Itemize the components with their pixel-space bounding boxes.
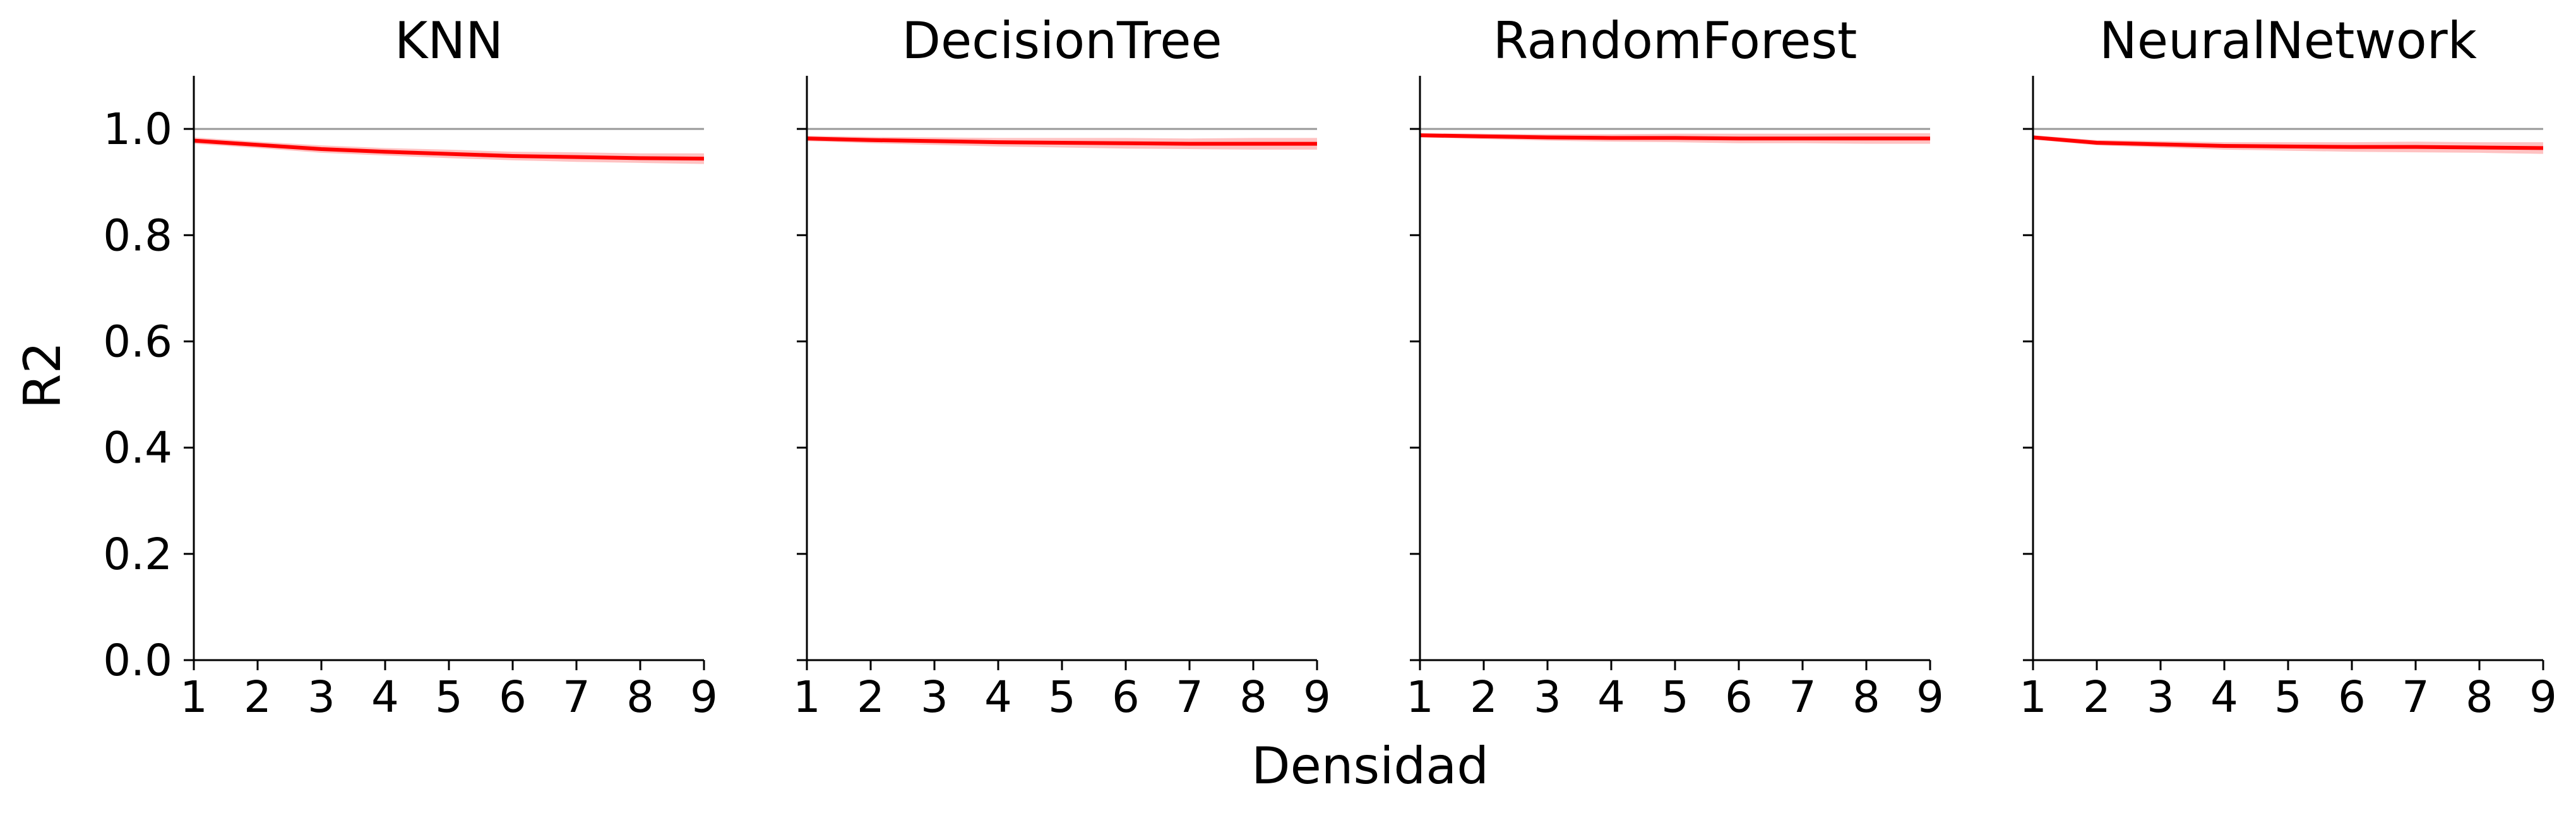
- x-tick-label: 4: [371, 672, 399, 723]
- x-tick-label: 6: [1112, 672, 1140, 723]
- y-tick-label: 0.8: [103, 210, 172, 261]
- x-tick-label: 9: [1916, 672, 1944, 723]
- x-tick-label: 8: [626, 672, 654, 723]
- x-tick-label: 6: [2338, 672, 2366, 723]
- x-tick-label: 8: [1852, 672, 1880, 723]
- series-line: [193, 138, 705, 161]
- x-tick-label: 9: [2529, 672, 2557, 723]
- panel-1: DecisionTree 1 2 3 4 5 6 7 8 9: [793, 11, 1331, 723]
- x-tick-label: 9: [690, 672, 718, 723]
- y-tick-label: 0.2: [103, 529, 172, 580]
- x-tick-label: 6: [499, 672, 527, 723]
- x-tick-label: 6: [1725, 672, 1753, 723]
- panel-title: KNN: [395, 11, 503, 70]
- x-tick-label: 5: [2274, 672, 2302, 723]
- x-tick-label: 5: [435, 672, 463, 723]
- panel-2: RandomForest 1 2 3 4 5 6 7 8 9: [1406, 11, 1944, 723]
- panel-title: RandomForest: [1493, 11, 1857, 70]
- x-tick-label: 4: [984, 672, 1012, 723]
- x-tick-label: 8: [1239, 672, 1267, 723]
- panel-0: KNN 0.0 0.2 0.4 0.6 0.8 1.0 1 2 3 4 5 6 7 8 9: [103, 11, 718, 723]
- series-line: [2032, 135, 2544, 150]
- confidence-band: [194, 137, 704, 164]
- panel-title: DecisionTree: [902, 11, 1222, 70]
- x-tick-label: 7: [2402, 672, 2430, 723]
- x-tick-label: 2: [244, 672, 271, 723]
- x-tick-label: 4: [2210, 672, 2238, 723]
- x-tick-label: 8: [2466, 672, 2493, 723]
- y-axis-label: R2: [13, 342, 72, 409]
- x-tick-label: 3: [921, 672, 948, 723]
- y-tick-label: 0.4: [103, 423, 172, 474]
- panel-title: NeuralNetwork: [2099, 11, 2478, 70]
- x-tick-label: 1: [793, 672, 821, 723]
- x-tick-label: 3: [1534, 672, 1561, 723]
- x-tick-label: 3: [2147, 672, 2174, 723]
- x-tick-label: 2: [2083, 672, 2111, 723]
- x-tick-label: 3: [307, 672, 335, 723]
- series-line: [1419, 133, 1930, 141]
- x-tick-label: 2: [1470, 672, 1498, 723]
- series-line: [806, 136, 1317, 146]
- x-tick-label: 5: [1048, 672, 1076, 723]
- y-tick-label: 0.6: [103, 316, 172, 367]
- x-tick-label: 1: [2019, 672, 2047, 723]
- x-tick-label: 1: [180, 672, 208, 723]
- x-tick-label: 7: [563, 672, 590, 723]
- x-tick-label: 9: [1303, 672, 1331, 723]
- x-tick-label: 7: [1176, 672, 1203, 723]
- x-axis-label: Densidad: [1251, 737, 1489, 795]
- x-tick-label: 4: [1597, 672, 1625, 723]
- y-tick-label: 1.0: [103, 104, 172, 155]
- x-tick-label: 1: [1406, 672, 1434, 723]
- x-tick-label: 7: [1789, 672, 1816, 723]
- y-tick-label: 0.0: [103, 635, 172, 686]
- panel-3: NeuralNetwork 1 2 3 4 5 6 7 8 9: [2019, 11, 2557, 723]
- x-tick-label: 5: [1661, 672, 1689, 723]
- x-tick-label: 2: [857, 672, 885, 723]
